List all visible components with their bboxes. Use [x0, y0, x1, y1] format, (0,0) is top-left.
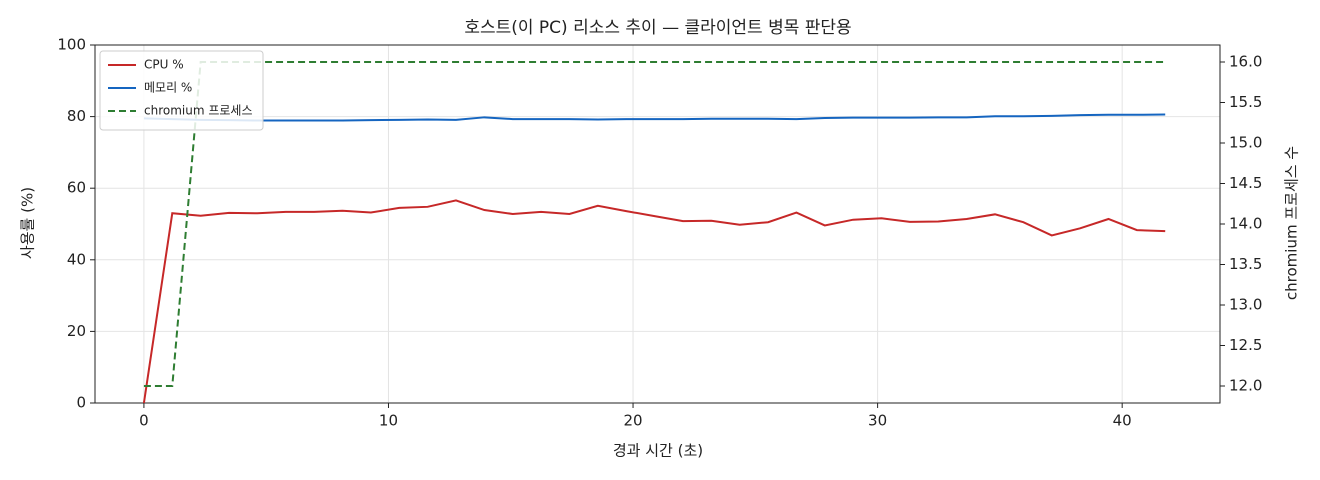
plot-frame [94, 44, 1221, 404]
y2-tick-label: 14.5 [1229, 174, 1262, 192]
legend-label: 메모리 % [144, 81, 192, 95]
y2-tick-label: 16.0 [1229, 53, 1262, 71]
legend-box [99, 50, 264, 131]
y-tick-label: 40 [67, 250, 86, 268]
chart-title: 호스트(이 PC) 리소스 추이 — 클라이언트 병목 판단용 [464, 18, 851, 38]
y-tick-label: 100 [57, 36, 86, 54]
y2-tick-label: 12.0 [1229, 376, 1262, 394]
data-line [143, 113, 1166, 122]
data-line [142, 199, 1166, 404]
x-tick-label: 40 [1113, 412, 1132, 430]
y2-tick-label: 12.5 [1229, 336, 1262, 354]
legend-label: chromium 프로세스 [144, 104, 253, 118]
y2-tick-label: 13.5 [1229, 255, 1262, 273]
y2-tick-label: 15.0 [1229, 134, 1262, 152]
y-tick-label: 0 [76, 394, 86, 412]
y-tick-label: 60 [67, 179, 86, 197]
y-tick-label: 80 [67, 107, 86, 125]
x-tick-label: 20 [623, 412, 642, 430]
x-tick-label: 0 [139, 412, 149, 430]
y2-tick-label: 13.0 [1229, 295, 1262, 313]
x-tick-label: 10 [379, 412, 398, 430]
x-axis-label: 경과 시간 (초) [613, 442, 703, 460]
legend-label: CPU % [144, 58, 184, 72]
y2-tick-label: 14.0 [1229, 215, 1262, 233]
data-line [143, 61, 1166, 387]
y-axis-label: 사용률 (%) [19, 187, 37, 259]
x-tick-label: 30 [868, 412, 887, 430]
y2-tick-label: 15.5 [1229, 93, 1262, 111]
y2-axis-label: chromium 프로세스 수 [1283, 146, 1301, 300]
y-tick-label: 20 [67, 322, 86, 340]
